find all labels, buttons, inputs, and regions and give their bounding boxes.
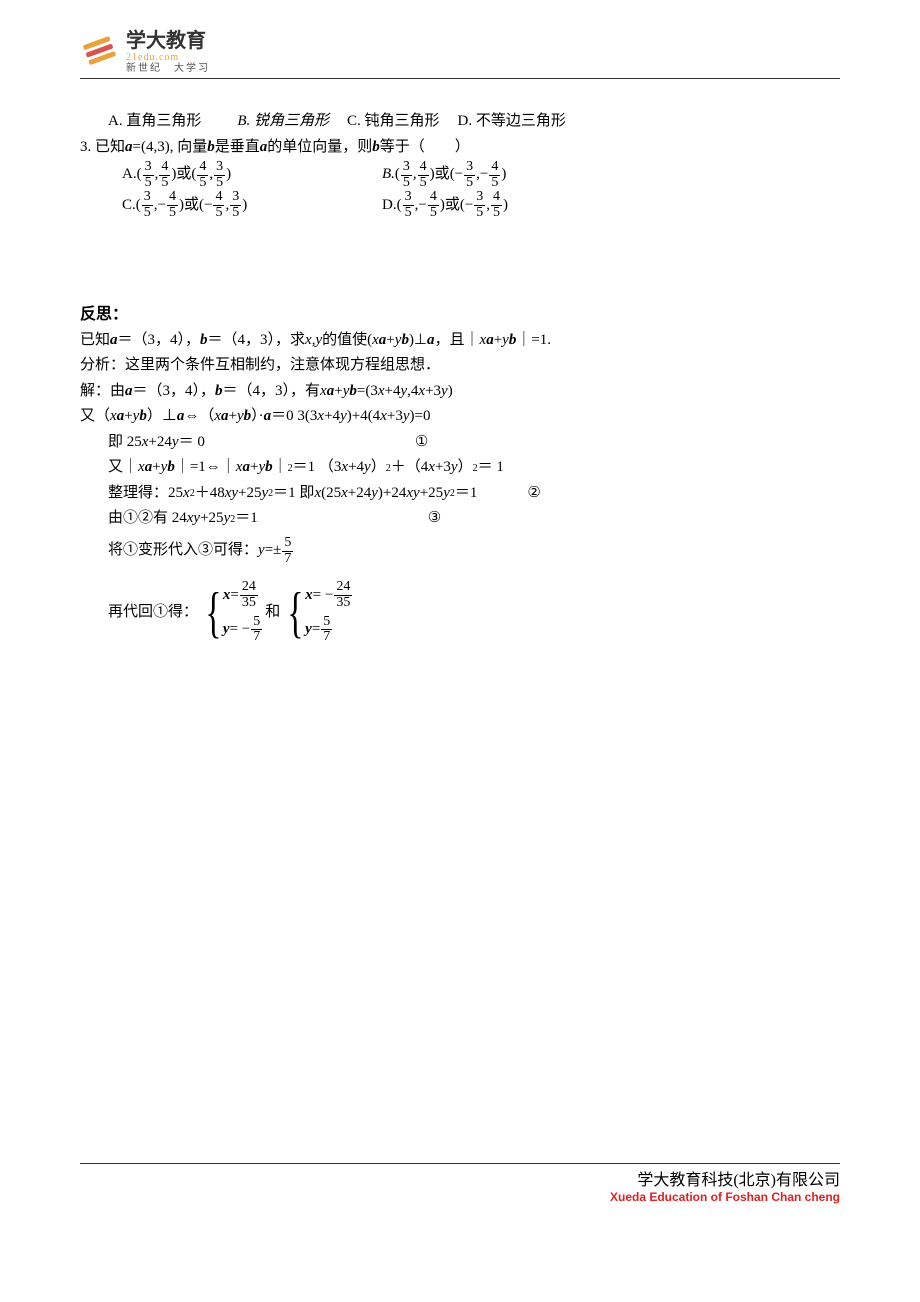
r-l1: 已知 a ＝（3，4），b ＝（4，3），求 x,y 的值使(xa+yb )⊥a…: [80, 328, 840, 354]
system-1: { x = 2435 y = −57: [200, 580, 263, 645]
q3-tail: 等于（ ）: [380, 135, 470, 161]
footer-company-cn: 学大教育科技(北京)有限公司: [80, 1166, 840, 1190]
q3-aeq: =(4,3), 向量: [133, 135, 208, 161]
q2-opt-c: C. 钝角三角形: [347, 109, 440, 135]
r-l7: 整理得：25x2 ＋48xy +25y2 ＝1 即 x (25x +24y )+…: [80, 481, 840, 507]
document-body: A. 直角三角形 B. 锐角三角形 C. 钝角三角形 D. 不等边三角形 3. …: [80, 109, 840, 645]
logo-url: 21edu.com: [126, 52, 210, 63]
q3-pre: 3. 已知: [80, 135, 125, 161]
mark-1: ①: [415, 430, 428, 456]
r-l3: 解：由 a ＝（3，4），b ＝（4，3），有 xa+yb =(3x +4y ,…: [80, 379, 840, 405]
q2-options: A. 直角三角形 B. 锐角三角形 C. 钝角三角形 D. 不等边三角形: [80, 109, 840, 135]
q2-opt-a: A. 直角三角形: [108, 109, 201, 135]
mark-2: ②: [527, 481, 540, 507]
r-l10: 再代回①得： { x = 2435 y = −57 和 { x = −2435 …: [80, 580, 840, 645]
q3-mid: 是垂直: [215, 135, 260, 161]
r-l2: 分析：这里两个条件互相制约，注意体现方程组思想．: [80, 353, 840, 379]
logo-icon: [80, 32, 120, 72]
q2-opt-b: B. 锐角三角形: [237, 109, 329, 135]
q3-opt-d: D. (35,−45) 或 (−35,45): [382, 190, 508, 220]
q3-opt-a: A. (35,45) 或 (45,35): [122, 160, 382, 190]
r-l5: 即 25x +24y ＝ 0 ①: [80, 430, 840, 456]
logo-main: 学大教育: [126, 30, 210, 52]
r-l6: 又｜xa+yb ｜=1⇔｜xa+yb ｜2 ＝1 （3 x +4y ）2 ＋（4…: [80, 455, 840, 481]
logo-text: 学大教育 21edu.com 新世纪 大学习: [126, 30, 210, 74]
mark-3: ③: [428, 506, 441, 532]
r-l8: 由①②有 24xy +25y2 ＝1 ③: [80, 506, 840, 532]
page-footer: 学大教育科技(北京)有限公司 Xueda Education of Foshan…: [80, 1163, 840, 1204]
r-l9: 将①变形代入③可得：y =± 57: [80, 536, 840, 566]
q2-opt-d: D. 不等边三角形: [458, 109, 566, 135]
q3-opt-c: C. (35,−45) 或 (−45,35): [122, 190, 382, 220]
footer-company-en: Xueda Education of Foshan Chan cheng: [80, 1190, 840, 1204]
page-header: 学大教育 21edu.com 新世纪 大学习: [80, 30, 840, 79]
q3-mid2: 的单位向量，则: [267, 135, 372, 161]
q3-row1: A. (35,45) 或 (45,35) B. (35,45) 或 (−35,−…: [80, 160, 840, 190]
q3-stem: 3. 已知 a =(4,3), 向量 b 是垂直 a 的单位向量，则 b 等于（…: [80, 135, 840, 161]
system-2: { x = −2435 y = 57: [282, 580, 353, 645]
logo-tagline: 新世纪 大学习: [126, 63, 210, 74]
q3-opt-b: B. (35,45) 或 (−35,−45): [382, 160, 506, 190]
logo: 学大教育 21edu.com 新世纪 大学习: [80, 30, 210, 74]
reflect-title: 反思：: [80, 301, 840, 328]
r-l4: 又（xa+yb ）⊥a ⇔（xa+yb ）·a ＝0 3(3x +4y )+4(…: [80, 404, 840, 430]
q3-row2: C. (35,−45) 或 (−45,35) D. (35,−45) 或 (−3…: [80, 190, 840, 220]
